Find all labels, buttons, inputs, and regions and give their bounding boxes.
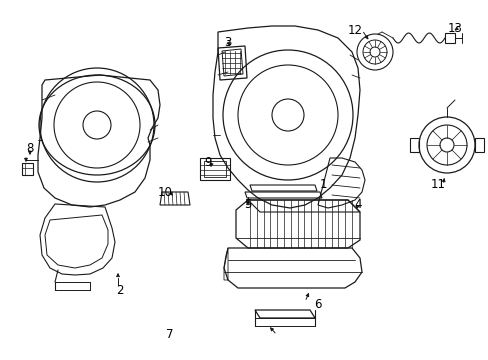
Text: 7: 7 — [166, 328, 173, 342]
Text: 2: 2 — [116, 284, 123, 297]
Bar — [203, 161, 225, 177]
Text: 5: 5 — [244, 198, 251, 211]
Text: 6: 6 — [314, 298, 321, 311]
Text: 12: 12 — [347, 23, 362, 36]
Text: 11: 11 — [429, 179, 445, 192]
Text: 10: 10 — [157, 185, 172, 198]
Text: 8: 8 — [26, 141, 34, 154]
Text: 1: 1 — [319, 179, 326, 192]
Bar — [200, 158, 229, 180]
Text: 3: 3 — [224, 36, 231, 49]
Text: 4: 4 — [353, 198, 361, 211]
Text: 9: 9 — [204, 156, 211, 168]
Text: 13: 13 — [447, 22, 462, 35]
